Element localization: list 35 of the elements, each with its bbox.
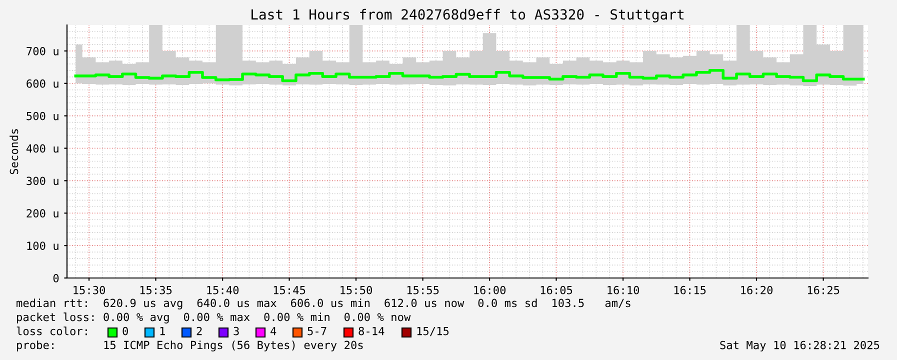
text: 1 xyxy=(160,326,165,336)
x-tick-label: 15:35 xyxy=(140,286,172,294)
x-tick-label: 15:40 xyxy=(207,286,239,294)
y-tick-label: 300 u xyxy=(26,176,58,186)
y-tick-label: 100 u xyxy=(27,242,58,250)
text: loss color: xyxy=(16,326,87,336)
y-axis-title: Seconds xyxy=(10,129,18,174)
x-tick-label: 15:55 xyxy=(407,286,439,294)
text: median rtt: 620.9 us avg 640.0 us max 606.0 us min 612.0 us now 0.0 ms sd 103.5 am/s xyxy=(16,298,630,310)
x-tick-label: 16:05 xyxy=(540,286,572,294)
text: packet loss: 0.00 % avg 0.00 % max 0.00 % min 0.00 % now xyxy=(17,312,411,324)
x-tick-label: 16:15 xyxy=(674,286,706,294)
text: 8-14 xyxy=(358,326,384,336)
x-tick-label: 15:30 xyxy=(74,286,106,294)
text: probe: 15 ICMP Echo Pings (56 Bytes) every 20s xyxy=(17,340,363,352)
text: 4 xyxy=(270,326,276,336)
x-tick-label: 16:25 xyxy=(808,286,840,294)
y-tick-label: 600 u xyxy=(26,79,58,88)
text: Sat May 10 16:28:21 2025 xyxy=(720,340,880,352)
x-tick-label: 16:20 xyxy=(741,286,773,294)
y-tick-label: 500 u xyxy=(26,112,58,120)
x-tick-label: 15:50 xyxy=(340,286,372,294)
text: 5-7 xyxy=(308,326,326,336)
y-tick-label: 400 u xyxy=(26,144,58,153)
chart-title: Last 1 Hours from 2402768d9eff to AS3320 - Stuttgart xyxy=(252,8,684,22)
x-tick-label: 16:00 xyxy=(474,286,506,294)
text: 0 xyxy=(122,326,128,336)
y-tick-label: 0 xyxy=(53,274,59,282)
text: 2 xyxy=(196,326,202,336)
y-tick-label: 200 u xyxy=(26,209,58,218)
y-tick-label: 700 u xyxy=(26,46,58,56)
text: 3 xyxy=(234,326,239,336)
x-tick-label: 16:10 xyxy=(608,286,640,294)
text: 15/15 xyxy=(417,326,449,336)
x-tick-label: 15:45 xyxy=(274,286,306,294)
